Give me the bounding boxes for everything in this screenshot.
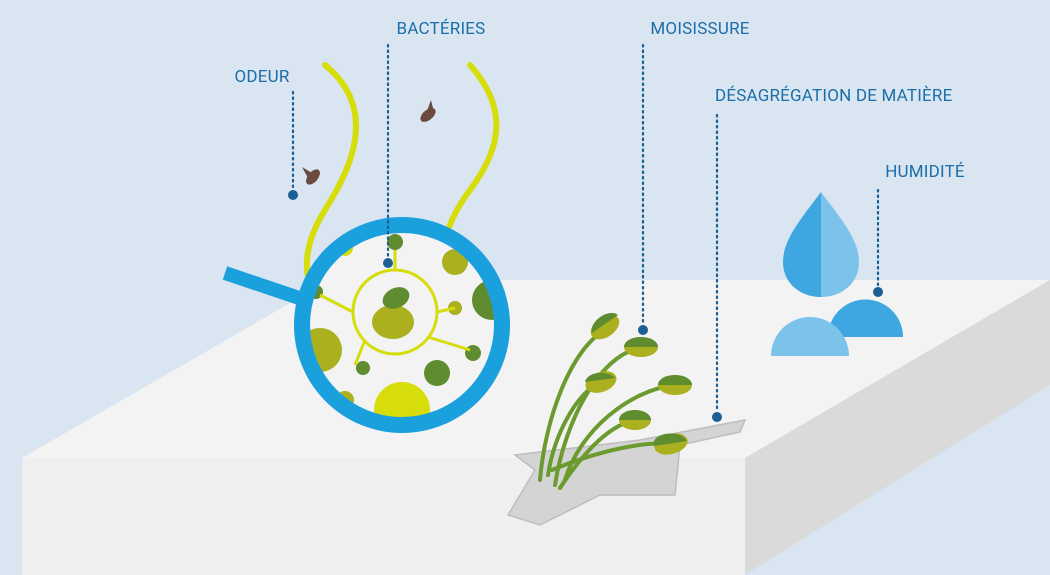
label-bacteria: BACTÉRIES — [397, 19, 486, 39]
label-breakdown: DÉSAGRÉGATION DE MATIÈRE — [715, 86, 953, 106]
label-odour: ODEUR — [234, 67, 289, 87]
label-humidity: HUMIDITÉ — [885, 162, 965, 182]
label-mould: MOISISSURE — [650, 19, 749, 39]
diagram: ODEUR BACTÉRIES MOISISSURE DÉSAGRÉGATION… — [0, 0, 1050, 575]
